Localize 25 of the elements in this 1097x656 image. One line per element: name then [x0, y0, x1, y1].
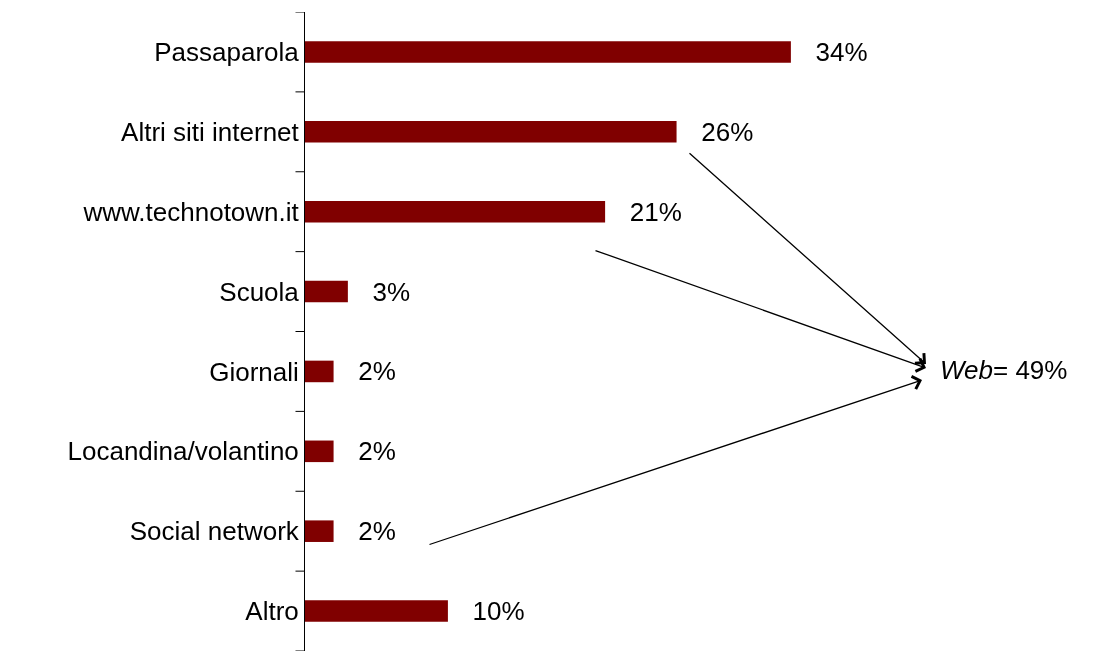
y-tick-label: Scuola: [219, 276, 300, 307]
bar: [305, 41, 791, 63]
bar: [305, 280, 348, 303]
data-label: 26%: [679, 116, 754, 147]
bar: [305, 360, 334, 383]
data-label: 3%: [350, 276, 411, 307]
data-label: 21%: [608, 196, 682, 227]
y-tick-label: Passaparola: [154, 37, 300, 68]
y-tick-label: www.technotown.it: [82, 196, 300, 227]
bar: [305, 600, 448, 622]
data-label: 10%: [450, 596, 525, 627]
data-label: 2%: [336, 516, 396, 547]
y-tick-label: Altri siti internet: [121, 116, 300, 147]
data-label: 2%: [336, 356, 396, 387]
y-tick-label: Altro: [245, 596, 299, 627]
y-tick-label: Locandina/volantino: [67, 436, 299, 467]
text: Web= 49%: [940, 355, 1068, 385]
bar: [305, 440, 334, 463]
y-tick-label: Social network: [129, 516, 300, 547]
bar: [305, 200, 606, 223]
y-tick-label: Giornali: [209, 356, 299, 387]
bar: [305, 121, 677, 143]
data-label: 2%: [336, 436, 396, 467]
bar: [305, 520, 334, 542]
data-label: 34%: [793, 36, 868, 67]
